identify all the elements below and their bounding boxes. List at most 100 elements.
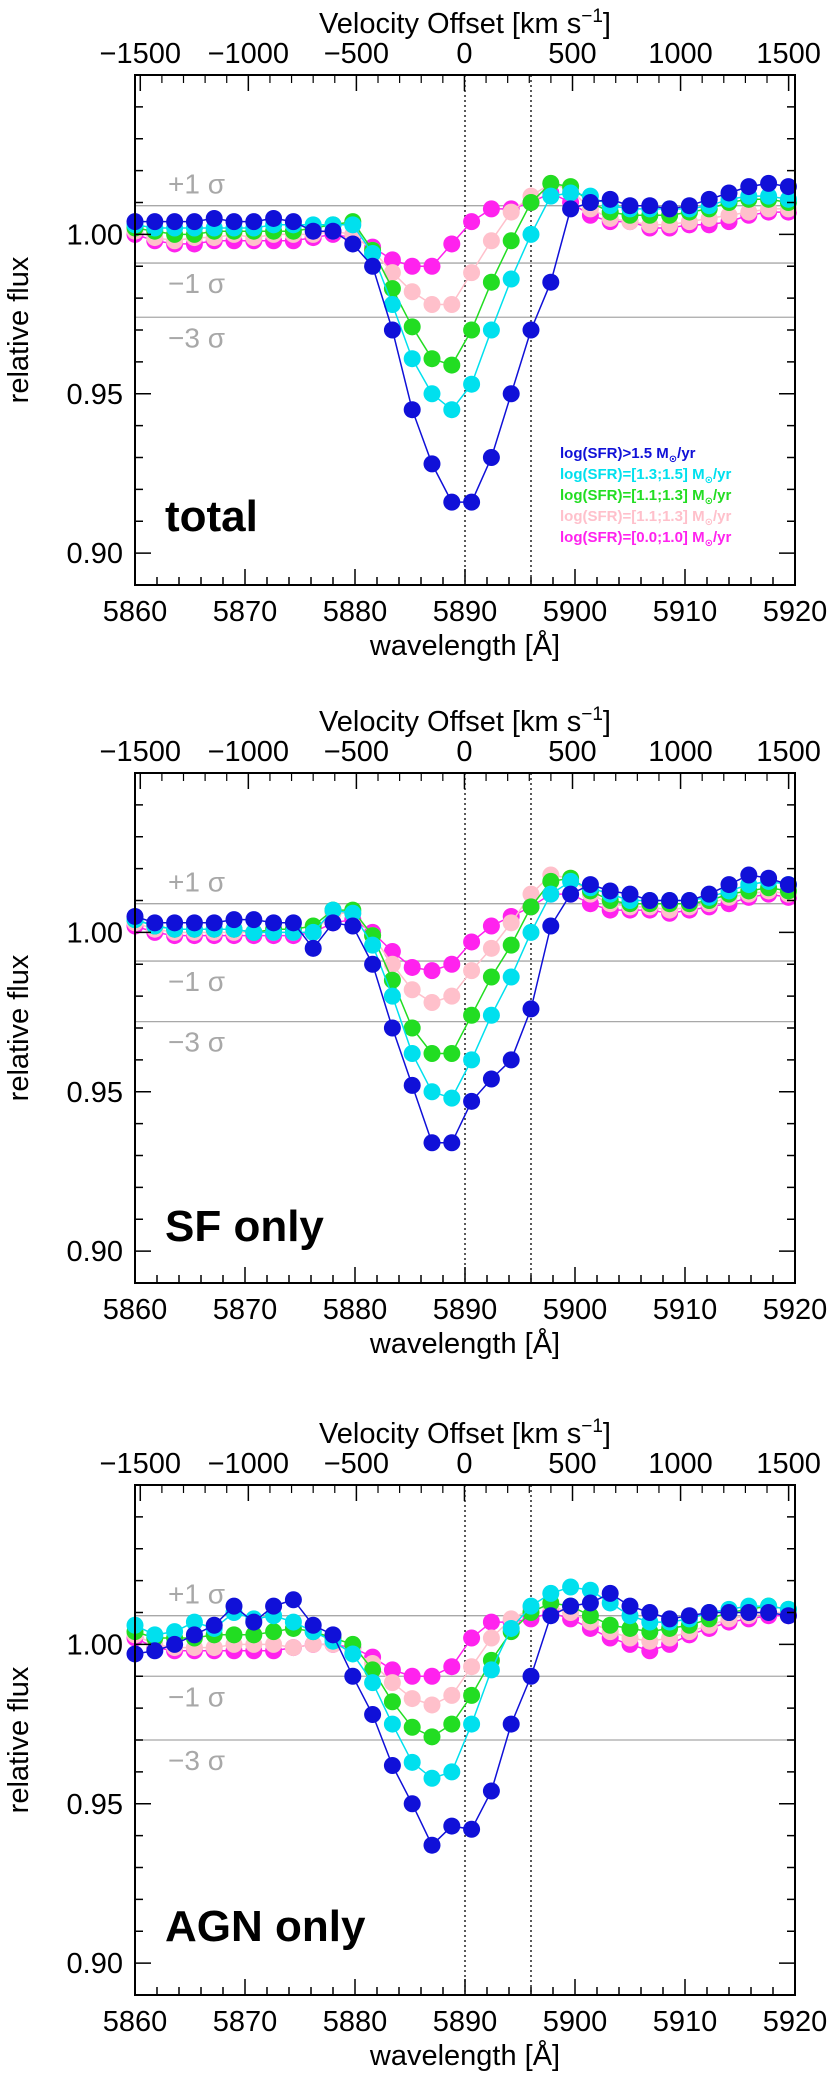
data-point	[463, 1629, 481, 1647]
sigma-label: −1 σ	[168, 966, 225, 997]
series-line	[134, 1586, 789, 1780]
data-point	[562, 1597, 580, 1615]
top-tick-label: 1500	[756, 736, 821, 768]
y-tick-label: 0.90	[67, 538, 123, 570]
data-point	[482, 200, 500, 218]
series-line	[134, 192, 789, 411]
data-point	[383, 1715, 401, 1733]
top-tick-label: 500	[548, 736, 596, 768]
data-point	[403, 283, 421, 301]
data-point	[601, 190, 619, 208]
data-point	[364, 1706, 382, 1723]
data-point	[740, 178, 758, 196]
data-point	[463, 375, 481, 393]
data-point	[423, 257, 441, 275]
data-point	[760, 187, 778, 205]
data-point	[205, 209, 223, 227]
data-point	[403, 350, 421, 368]
data-point	[423, 1836, 441, 1854]
data-point	[443, 1715, 461, 1733]
data-point	[344, 235, 362, 253]
data-point	[502, 270, 520, 288]
data-point	[700, 1604, 718, 1621]
data-point	[443, 1045, 461, 1062]
data-point	[463, 933, 481, 951]
data-point	[344, 216, 362, 234]
data-point	[621, 885, 639, 903]
data-point	[502, 1051, 520, 1069]
data-point	[146, 1642, 164, 1660]
x-tick-label: 5860	[103, 2006, 168, 2038]
data-point	[304, 923, 322, 941]
y-tick-label: 0.90	[67, 1236, 123, 1268]
data-point	[680, 1607, 698, 1625]
data-point	[265, 914, 283, 932]
data-point	[463, 1686, 481, 1704]
data-point	[522, 923, 540, 941]
data-point	[760, 1604, 778, 1621]
data-point	[463, 493, 481, 511]
data-point	[403, 1718, 421, 1736]
data-point	[502, 232, 520, 250]
sigma-label: +1 σ	[168, 1579, 225, 1610]
data-point	[383, 1693, 401, 1711]
data-point	[700, 885, 718, 903]
data-point	[482, 1661, 500, 1679]
legend-entry: log(SFR)=[1.1;1.3] M⊙/yr	[560, 487, 732, 507]
data-point	[542, 917, 560, 935]
x-tick-label: 5920	[763, 1294, 828, 1326]
legend-entry: log(SFR)>1.5 M⊙/yr	[560, 445, 696, 465]
x-tick-label: 5900	[543, 596, 608, 628]
data-point	[225, 213, 243, 231]
data-point	[779, 190, 797, 208]
top-axis-title: Velocity Offset [km s−1]	[319, 6, 611, 40]
data-point	[779, 1607, 797, 1625]
data-point	[304, 939, 322, 957]
x-axis-title: wavelength [Å]	[369, 1327, 560, 1360]
top-tick-label: 1000	[648, 1448, 713, 1480]
data-point	[146, 213, 164, 231]
y-tick-label: 1.00	[67, 1629, 123, 1661]
data-point	[680, 892, 698, 909]
data-point	[621, 1597, 639, 1615]
data-point	[502, 1619, 520, 1637]
panel-2: +1 σ −1 σ −3 σ 5860 5870 5880 5890 5900 5910 5920…	[3, 704, 827, 1360]
data-point	[463, 962, 481, 980]
sigma-label: −3 σ	[168, 322, 225, 353]
x-tick-label: 5900	[543, 1294, 608, 1326]
series-line	[134, 1605, 789, 1706]
data-point	[443, 493, 461, 511]
panel-1: +1 σ −1 σ −3 σ 5860 5870 5880 5890 5900 5910 5920…	[3, 6, 827, 662]
y-tick-label: 1.00	[67, 219, 123, 251]
data-point	[423, 296, 441, 313]
data-point	[403, 981, 421, 999]
sigma-label: −1 σ	[168, 268, 225, 299]
x-axis-title: wavelength [Å]	[369, 629, 560, 662]
data-point	[443, 955, 461, 973]
data-point	[265, 1623, 283, 1641]
x-tick-label: 5880	[323, 2006, 388, 2038]
data-point	[403, 257, 421, 275]
data-point	[364, 1661, 382, 1679]
data-point	[146, 914, 164, 932]
data-point	[443, 1763, 461, 1781]
data-point	[205, 1639, 223, 1657]
data-point	[601, 882, 619, 900]
data-point	[423, 1696, 441, 1714]
data-point	[542, 187, 560, 205]
data-point	[482, 232, 500, 250]
data-point	[463, 1715, 481, 1733]
data-point	[482, 1070, 500, 1088]
data-point	[383, 987, 401, 1005]
data-point	[522, 1667, 540, 1685]
data-point	[245, 923, 263, 941]
data-point	[661, 200, 679, 218]
top-tick-label: 1500	[756, 1448, 821, 1480]
top-tick-label: 0	[456, 1448, 472, 1480]
data-point	[185, 213, 203, 231]
data-point	[740, 866, 758, 884]
x-tick-label: 5880	[323, 596, 388, 628]
data-point	[383, 943, 401, 960]
data-point	[423, 962, 441, 980]
data-point	[482, 968, 500, 986]
